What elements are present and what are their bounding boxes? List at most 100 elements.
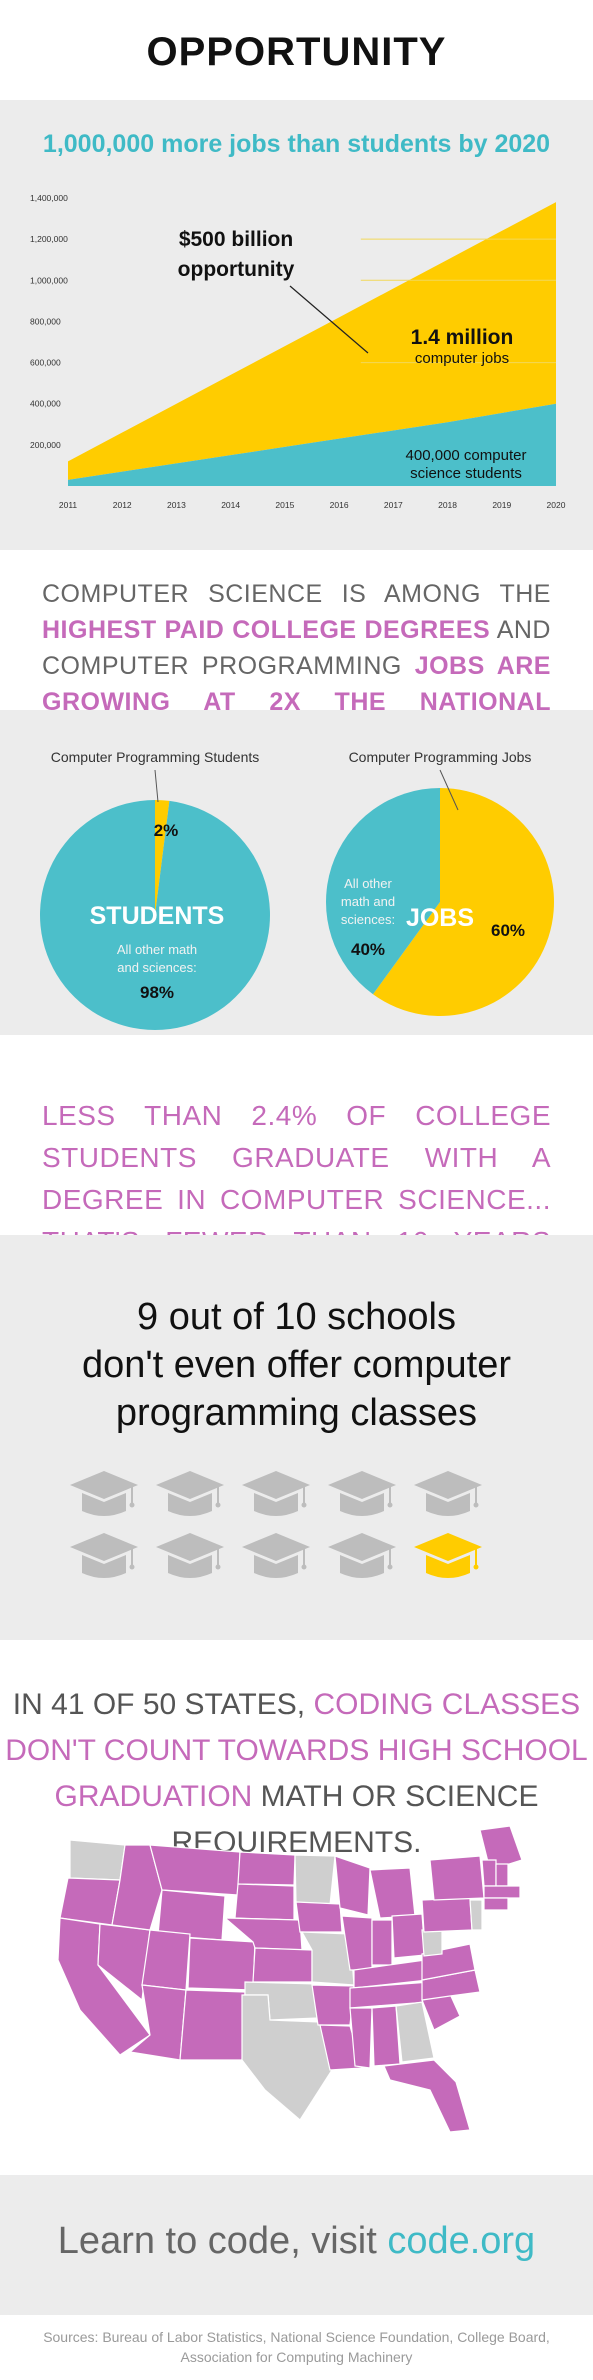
state-ms (349, 2007, 373, 2069)
graduation-cap-icon (154, 1529, 226, 1587)
state-la (319, 2024, 363, 2071)
state-nh (495, 1863, 509, 1887)
y-tick-label: 200,000 (30, 440, 61, 450)
header: OPPORTUNITY (0, 0, 593, 100)
annotation-students-line2: science students (410, 465, 522, 482)
pie-charts-section: Computer Programming Students 2% STUDENTS A… (0, 710, 593, 1035)
state-ny (429, 1855, 485, 1901)
state-al (371, 2005, 401, 2067)
graduation-cap-icon (412, 1529, 484, 1587)
state-mt (149, 1844, 241, 1896)
annotation-jobs-label: computer jobs (415, 350, 509, 367)
states-section: In 41 of 50 states, coding classes don't… (0, 1640, 593, 2175)
cta-text: Learn to code, visit code.org (0, 2220, 593, 2263)
states-prefix: In 41 of 50 states, (12, 1688, 314, 1721)
annotation-jobs-value: 1.4 million (411, 326, 514, 349)
graduation-caps-grid (60, 1467, 533, 1607)
jobs-chart-section: 1,000,000 more jobs than students by 202… (0, 100, 593, 550)
annotation-pointer (289, 285, 369, 354)
state-mo (300, 1931, 355, 1986)
jobs-other-value: 40% (351, 940, 385, 959)
x-tick-label: 2011 (59, 500, 78, 510)
state-wi (334, 1855, 371, 1916)
state-or (59, 1877, 121, 1926)
graduation-cap-icon (240, 1529, 312, 1587)
state-ga (395, 2001, 435, 2063)
jobs-slice-programming (372, 788, 554, 1016)
state-ia (295, 1901, 343, 1933)
jobs-other-label-3: sciences: (341, 912, 395, 927)
state-ut (141, 1929, 191, 1991)
schools-statement: 9 out of 10 schools don't even offer com… (0, 1293, 593, 1437)
statement-part-2: and computer programming (42, 616, 551, 680)
chart-heading: 1,000,000 more jobs than students by 202… (42, 130, 551, 158)
pie-charts: Computer Programming Students 2% STUDENTS A… (40, 749, 554, 1030)
schools-line-2: don't even offer computer (81, 1344, 512, 1386)
schools-line-1: 9 out of 10 schools (137, 1296, 456, 1338)
jobs-center-label: JOBS (406, 904, 474, 932)
state-oh (391, 1913, 426, 1959)
x-tick-label: 2013 (167, 500, 186, 510)
students-other-value: 98% (140, 983, 174, 1002)
state-pa (421, 1897, 473, 1933)
statement-highlight-2: jobs are growing at 2x the national aver… (42, 652, 551, 710)
jobs-other-label-1: All other (344, 876, 392, 891)
state-sd (234, 1883, 295, 1921)
students-other-label-2: and sciences: (117, 960, 197, 975)
schools-line-3: programming classes (115, 1392, 478, 1434)
sources-section: Sources: Bureau of Labor Statistics, Nat… (0, 2315, 593, 2380)
page-title: OPPORTUNITY (146, 30, 447, 74)
annotation-opportunity-line1: $500 billion (179, 228, 293, 251)
us-states-map (57, 1825, 523, 2133)
x-tick-label: 2014 (221, 500, 240, 510)
jobs-other-label-2: math and (341, 894, 395, 909)
graduation-cap-icon (68, 1467, 140, 1525)
cta-prefix: Learn to code, visit (57, 2220, 388, 2262)
students-slice-other (40, 800, 271, 1030)
sources-line-2: Association for Computing Machinery (180, 2349, 413, 2365)
schools-section: 9 out of 10 schools don't even offer com… (0, 1235, 593, 1640)
graduation-cap-icon (412, 1467, 484, 1525)
students-slice-value: 2% (154, 821, 179, 840)
state-in (371, 1919, 393, 1966)
sources: Sources: Bureau of Labor Statistics, Nat… (30, 2327, 563, 2367)
students-pie-title: Computer Programming Students (51, 749, 260, 765)
graduation-cap-icon (240, 1467, 312, 1525)
states-highlight: coding classes don't count towards high … (5, 1688, 588, 1813)
y-tick-label: 1,200,000 (30, 234, 68, 244)
y-tick-label: 600,000 (30, 358, 61, 368)
students-other-label-1: All other math (117, 942, 197, 957)
graduation-cap-icon (326, 1467, 398, 1525)
state-wv (421, 1929, 443, 1957)
x-tick-label: 2018 (438, 500, 457, 510)
cta-section: Learn to code, visit code.org (0, 2175, 593, 2315)
statement-highlight-1: highest paid college degrees (42, 616, 491, 644)
state-nj (469, 1899, 483, 1931)
state-ct (483, 1897, 509, 1911)
jobs-pie-title: Computer Programming Jobs (349, 749, 532, 765)
graduates-section: Less than 2.4% of college students gradu… (0, 1035, 593, 1235)
state-wa (69, 1839, 126, 1881)
x-tick-label: 2016 (330, 500, 349, 510)
graduates-statement: Less than 2.4% of college students gradu… (42, 1100, 551, 1235)
x-tick-label: 2017 (384, 500, 403, 510)
state-ar (311, 1984, 355, 2026)
y-tick-label: 1,400,000 (30, 193, 68, 203)
code-org-link[interactable]: code.org (387, 2220, 536, 2262)
states-statement: In 41 of 50 states, coding classes don't… (0, 1682, 593, 1866)
state-ks (252, 1947, 313, 1983)
state-mi (369, 1867, 416, 1919)
y-tick-label: 800,000 (30, 316, 61, 326)
jobs-slice-value: 60% (491, 921, 525, 940)
sources-line-1: Sources: Bureau of Labor Statistics, Nat… (43, 2329, 550, 2345)
state-vt (481, 1859, 497, 1887)
state-mn (294, 1854, 336, 1906)
jobs-slice-other (326, 788, 440, 995)
state-me (479, 1825, 523, 1871)
graduation-cap-icon (68, 1529, 140, 1587)
x-tick-label: 2020 (547, 500, 566, 510)
jobs-vs-students-chart: 200,000 400,000 600,000 800,000 1,000,000 1,2… (30, 193, 566, 510)
graduation-cap-icon (154, 1467, 226, 1525)
highest-paid-statement: Computer Science is among the highest pa… (42, 576, 551, 710)
statement-part-1: Computer Science is among the (42, 580, 551, 608)
